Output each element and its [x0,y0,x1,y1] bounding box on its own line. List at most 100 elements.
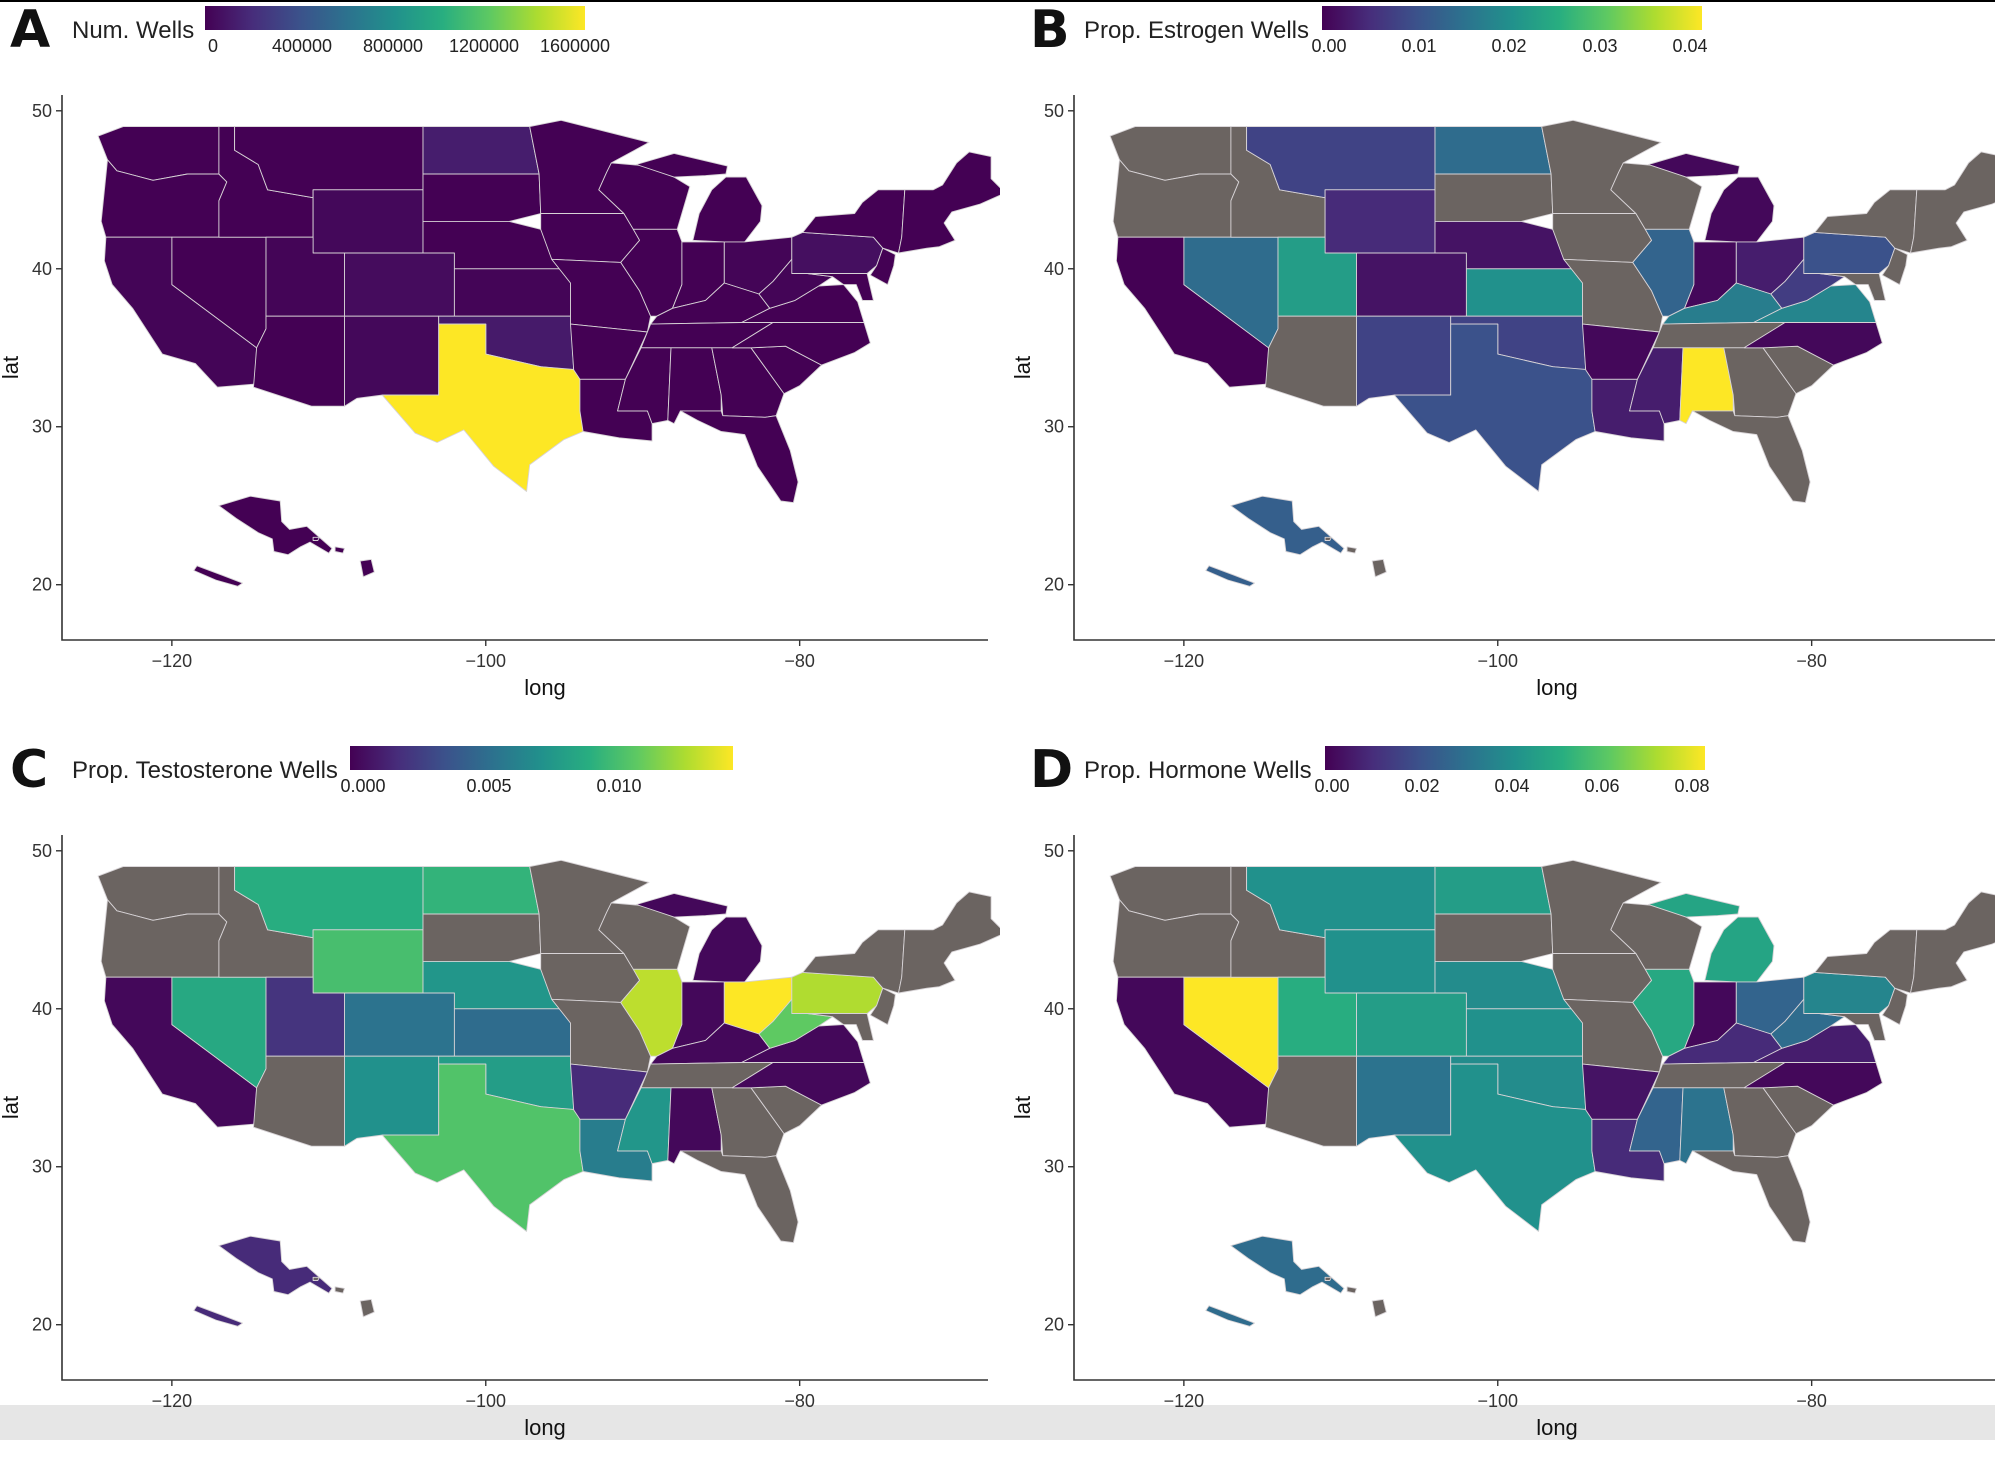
state-sd [423,914,541,961]
y-tick-label: 50 [1044,841,1064,861]
state-ak [219,496,332,555]
state-fl [680,1151,798,1243]
y-tick-label: 40 [32,259,52,279]
state-ia [1553,214,1652,263]
state-fl [680,411,798,503]
state-co [1357,253,1467,316]
state-co [345,253,455,316]
state-nm [1357,1056,1451,1146]
y-tick-label: 50 [1044,101,1064,121]
state-mi [1705,177,1774,242]
state-ia [1553,954,1652,1003]
y-tick-label: 40 [32,999,52,1019]
state-hi2 [335,547,344,553]
state-co [345,993,455,1056]
x-axis-title: long [1536,675,1578,700]
state-ne_states [899,892,1001,993]
state-sd [423,174,541,221]
y-tick-label: 50 [32,101,52,121]
state-nd [423,867,539,914]
state-ks [1466,1009,1582,1056]
x-tick-label: −100 [1477,1391,1518,1411]
state-ia [541,954,640,1003]
state-sd [1435,914,1553,961]
state-aktail [1206,566,1255,587]
y-tick-label: 30 [32,1157,52,1177]
y-tick-label: 20 [32,575,52,595]
state-ak [1231,1236,1344,1295]
state-fl [1692,411,1810,503]
x-axis-title: long [524,1415,566,1440]
x-tick-label: −120 [1164,651,1205,671]
state-az [1266,316,1357,406]
state-aktail [1206,1306,1255,1327]
y-tick-label: 50 [32,841,52,861]
state-hi1 [1372,559,1386,576]
state-hi2 [1347,1287,1356,1293]
state-mi [1705,917,1774,982]
x-tick-label: −120 [1164,1391,1205,1411]
state-ia [541,214,640,263]
x-tick-label: −120 [152,651,193,671]
state-aktail [194,566,243,587]
state-ks [1466,269,1582,316]
x-tick-label: −80 [1796,651,1827,671]
x-tick-label: −80 [784,651,815,671]
panel-a: A Num. Wells 0 400000 800000 1200000 160… [0,0,1000,720]
state-wy [1325,930,1435,993]
state-pa [1804,232,1895,273]
state-ak [219,1236,332,1295]
x-tick-label: −80 [1796,1391,1827,1411]
state-nm [345,316,439,406]
y-axis-title: lat [1012,356,1035,379]
state-hi3 [313,1277,319,1280]
state-nm [1357,316,1451,406]
state-hi1 [360,559,374,576]
x-axis-title: long [1536,1415,1578,1440]
state-ne_states [1911,152,1995,253]
map-plot: 50 40 30 20 −120 −100 −80 long lat [1012,0,1995,720]
state-aktail [194,1306,243,1327]
y-tick-label: 30 [1044,1157,1064,1177]
state-ne_states [1911,892,1995,993]
state-ak [1231,496,1344,555]
y-tick-label: 20 [32,1315,52,1335]
state-nd [1435,867,1551,914]
y-tick-label: 40 [1044,259,1064,279]
y-tick-label: 20 [1044,575,1064,595]
y-tick-label: 30 [32,417,52,437]
state-nm [345,1056,439,1146]
state-hi1 [1372,1299,1386,1316]
x-tick-label: −80 [784,1391,815,1411]
map-plot: 50 40 30 20 −120 −100 −80 long lat [1012,740,1995,1460]
state-sd [1435,174,1553,221]
state-ks [454,269,570,316]
state-az [254,316,345,406]
state-nd [1435,127,1551,174]
panel-d: D Prop. Hormone Wells 0.00 0.02 0.04 0.0… [1012,740,1995,1460]
y-tick-label: 20 [1044,1315,1064,1335]
x-tick-label: −120 [152,1391,193,1411]
state-wy [313,930,423,993]
panel-b: B Prop. Estrogen Wells 0.00 0.01 0.02 0.… [1012,0,1995,720]
y-tick-label: 40 [1044,999,1064,1019]
state-ks [454,1009,570,1056]
state-az [1266,1056,1357,1146]
y-axis-title: lat [1012,1096,1035,1119]
x-tick-label: −100 [465,1391,506,1411]
x-tick-label: −100 [1477,651,1518,671]
x-axis-title: long [524,675,566,700]
panel-c: C Prop. Testosterone Wells 0.000 0.005 0… [0,740,1000,1460]
state-hi1 [360,1299,374,1316]
state-az [254,1056,345,1146]
y-tick-label: 30 [1044,417,1064,437]
state-co [1357,993,1467,1056]
state-nd [423,127,539,174]
state-ne_states [899,152,1001,253]
state-hi2 [1347,547,1356,553]
state-pa [792,972,883,1013]
state-fl [1692,1151,1810,1243]
state-hi3 [1325,537,1331,540]
